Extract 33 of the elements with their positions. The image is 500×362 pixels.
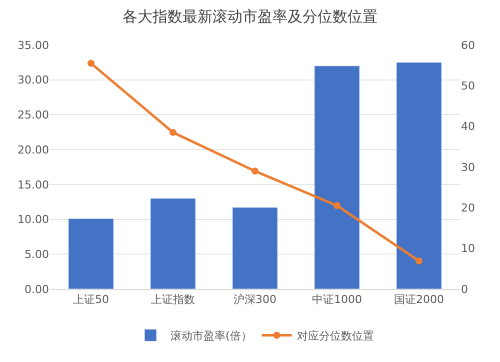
legend-label: 对应分位数位置	[296, 330, 374, 343]
point	[88, 60, 94, 67]
y-tick-label: 0.00	[24, 282, 49, 296]
x-tick-label: 国证2000	[394, 293, 444, 306]
y2-tick-label: 20	[461, 202, 475, 215]
y2-tick-label: 30	[461, 160, 475, 174]
y2-tick-label: 10	[461, 242, 475, 256]
x-tick-label: 中证1000	[312, 293, 362, 306]
bar	[150, 198, 196, 289]
y-tick-label: 10.00	[18, 213, 49, 226]
chart-title: 各大指数最新滚动市盈率及分位数位置	[122, 7, 378, 26]
y2-tick-label: 50	[461, 80, 475, 93]
y-tick-label: 20.00	[18, 143, 49, 156]
y-tick-label: 5.00	[24, 248, 49, 261]
y-tick-label: 25.00	[18, 108, 49, 122]
bar	[68, 218, 114, 289]
y2-tick-label: 60	[461, 38, 475, 52]
point	[334, 202, 340, 210]
point	[170, 128, 176, 136]
y2-tick-label: 40	[461, 120, 475, 134]
bar	[232, 207, 278, 289]
y2-tick-label: 0	[461, 282, 468, 296]
x-tick-label: 上证50	[73, 293, 109, 306]
point	[252, 168, 258, 175]
x-tick-label: 沪深300	[234, 293, 276, 306]
legend-label: 滚动市盈率(倍）	[170, 330, 252, 343]
bar	[396, 62, 442, 289]
bar	[314, 66, 360, 289]
point	[416, 257, 422, 264]
x-tick-label: 上证指数	[151, 293, 195, 306]
y-tick-label: 15.00	[18, 178, 49, 192]
y-tick-label: 30.00	[18, 74, 49, 87]
y-tick-label: 35.00	[18, 38, 49, 52]
